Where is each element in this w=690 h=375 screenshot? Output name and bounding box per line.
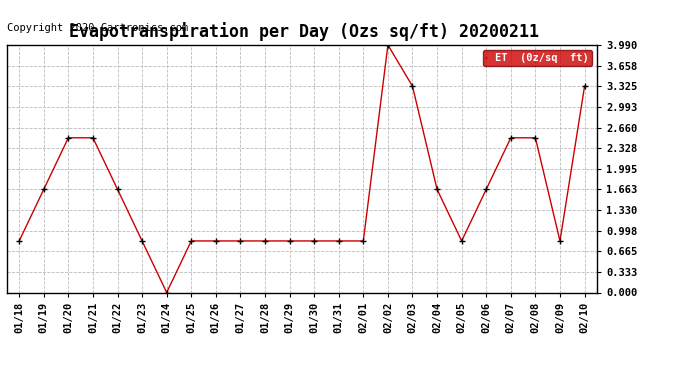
Legend: ET  (0z/sq  ft): ET (0z/sq ft) — [483, 50, 591, 66]
Text: Copyright 2020 Cartronics.com: Copyright 2020 Cartronics.com — [7, 22, 188, 33]
Text: Evapotranspiration per Day (Ozs sq/ft) 20200211: Evapotranspiration per Day (Ozs sq/ft) 2… — [68, 22, 539, 42]
